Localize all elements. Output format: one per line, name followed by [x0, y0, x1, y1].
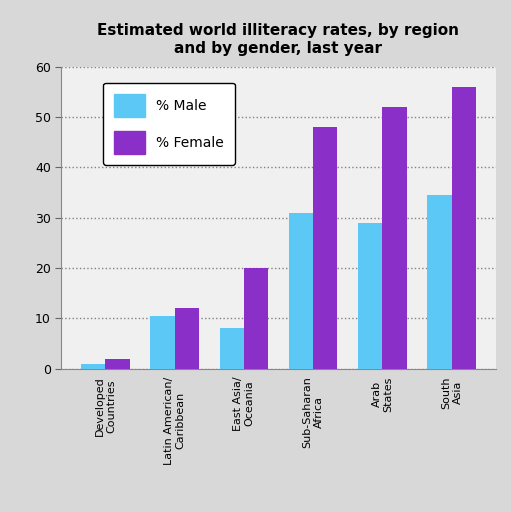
- Legend: % Male, % Female: % Male, % Female: [103, 82, 235, 165]
- Bar: [220, 328, 244, 369]
- Bar: [358, 223, 382, 369]
- Bar: [244, 268, 268, 369]
- Bar: [175, 308, 199, 369]
- Bar: [452, 87, 476, 369]
- Title: Estimated world illiteracy rates, by region
and by gender, last year: Estimated world illiteracy rates, by reg…: [98, 23, 459, 56]
- Bar: [382, 107, 407, 369]
- Bar: [150, 316, 175, 369]
- Bar: [313, 127, 337, 369]
- Bar: [289, 212, 313, 369]
- Bar: [427, 195, 452, 369]
- Bar: [81, 364, 105, 369]
- Bar: [105, 358, 130, 369]
